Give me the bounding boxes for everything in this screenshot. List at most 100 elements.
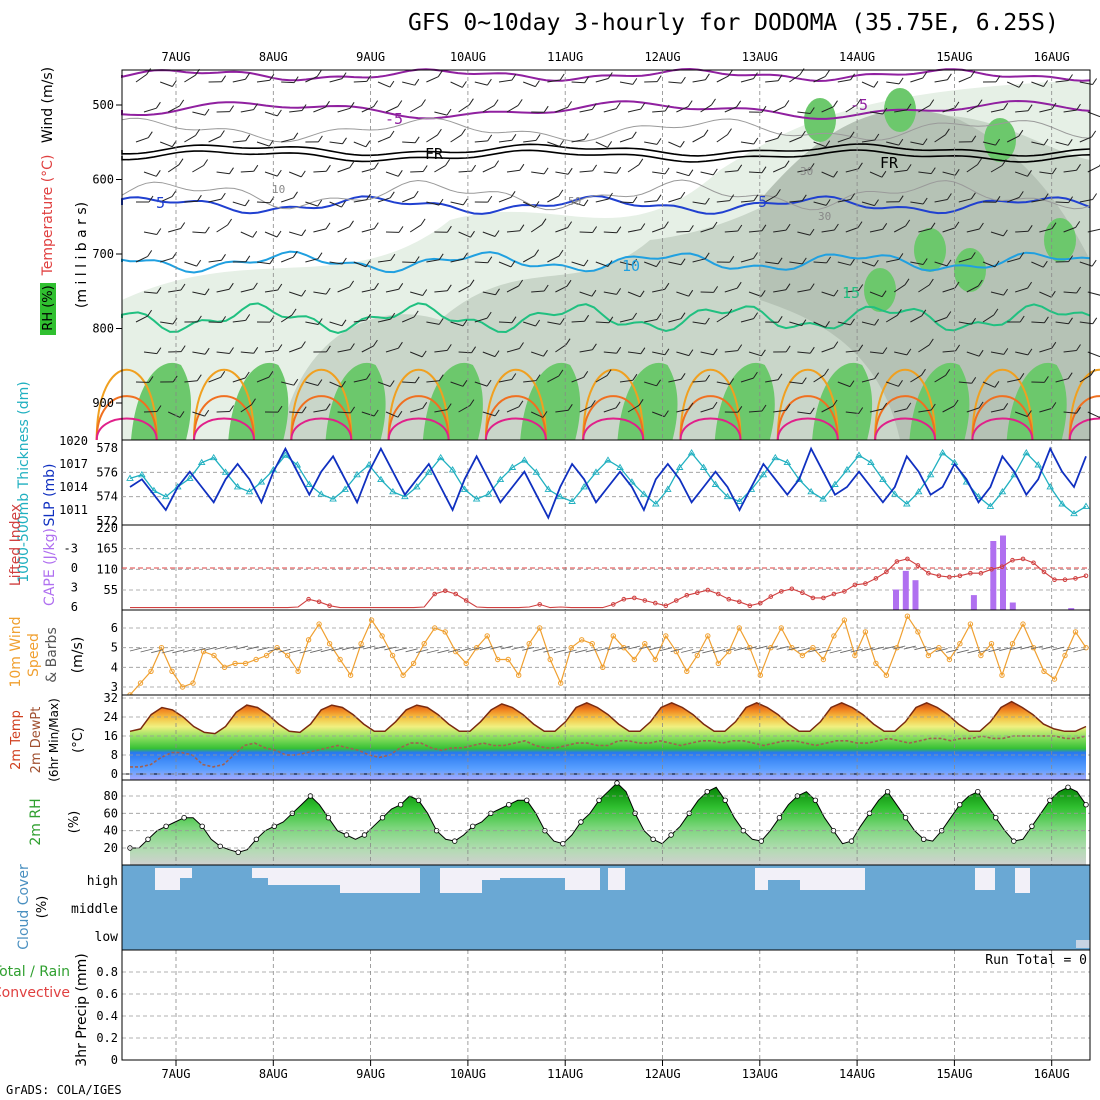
wind-barb-flag — [1091, 130, 1097, 138]
wind-barb-flag — [705, 374, 711, 382]
panel-label: CAPE (J/kg) — [42, 528, 58, 606]
rh-shade-green — [864, 268, 896, 312]
wind-barb-flag — [727, 69, 733, 77]
wind-barb-flag — [567, 101, 573, 108]
wind-barb — [748, 351, 762, 357]
wind-barb-flag — [486, 78, 492, 86]
rh-point — [415, 797, 422, 803]
wind-barb — [313, 291, 327, 295]
panel-label: Convective — [0, 985, 70, 1001]
wind-barb-flag — [1003, 288, 1009, 296]
wind-barb — [240, 351, 254, 354]
wind-barb-flag — [954, 101, 960, 109]
contour-label: 50 — [568, 195, 581, 208]
lifted-index-point — [737, 599, 742, 605]
wind-barb-flag — [737, 164, 743, 172]
wind-barb-flag — [276, 169, 282, 177]
lifted-index-point — [915, 563, 921, 568]
wind-speed-point — [862, 629, 869, 635]
wind-barb-flag — [1067, 139, 1073, 146]
wind-barb-flag — [632, 196, 638, 203]
wind-barb-flag — [688, 169, 694, 176]
wind-barb — [353, 199, 367, 203]
thickness-point — [687, 449, 696, 456]
wind-barb-flag — [824, 368, 829, 376]
wind-barb-flag — [978, 349, 984, 357]
precip-tick-label: 0 — [111, 1053, 118, 1067]
temp-tick-label: 16 — [104, 729, 118, 743]
wind-barb-flag — [631, 131, 637, 139]
wind-barb-flag — [1043, 138, 1049, 146]
wind-barb — [361, 228, 375, 233]
wind-barb-flag — [196, 374, 202, 381]
wind-barb — [652, 351, 666, 356]
wind-barb-flag — [171, 80, 177, 87]
wind-barb-flag — [970, 192, 976, 200]
wind-barb-flag — [856, 98, 862, 106]
wind-tick-label: 5 — [111, 641, 118, 655]
precip-tick-label: 0.6 — [96, 987, 118, 1001]
wind-speed-point — [831, 633, 837, 639]
wind-speed-point — [883, 672, 890, 678]
lifted-index-point — [316, 599, 322, 605]
wind-barb-flag — [656, 379, 662, 387]
wind-barb-flag — [590, 400, 596, 407]
wind-barb — [627, 351, 641, 355]
temperature-contour — [679, 368, 742, 441]
wind-barb — [773, 409, 787, 413]
wind-barb-flag — [954, 221, 960, 229]
wind-barb-flag — [858, 284, 864, 291]
wind-barb-flag — [801, 319, 807, 326]
wind-barb-flag — [704, 252, 710, 260]
wind-barb — [571, 261, 585, 267]
wind-barb — [676, 230, 690, 233]
wind-barb — [458, 351, 472, 354]
thickness-point — [353, 470, 361, 478]
wind-barb-flag — [291, 308, 297, 316]
wind-barb — [167, 164, 180, 173]
wind-barb — [402, 316, 415, 323]
wind-barb — [531, 290, 545, 293]
wind-barb — [184, 134, 196, 143]
wind-speed-point — [253, 656, 259, 663]
wind-barb-flag — [349, 220, 354, 228]
lifted-index-point — [1073, 576, 1078, 581]
thickness-point — [628, 478, 636, 485]
wind-barb-flag — [921, 368, 926, 376]
wind-barb-flag — [640, 347, 646, 354]
wind-barb-flag — [656, 194, 662, 201]
wind-barb-flag — [276, 109, 282, 117]
wind-barb — [547, 141, 560, 147]
wind-speed-point — [925, 652, 932, 659]
lifted-index-point — [800, 590, 805, 596]
wind-barb — [676, 106, 689, 113]
wind-barb-flag — [494, 409, 500, 417]
wind-barb — [934, 134, 946, 143]
cape-panel: -3 0 3 6 220 165 110 55 — [64, 521, 1091, 614]
wind-barb-flag — [397, 410, 403, 418]
wind-barb — [450, 321, 464, 327]
wind-barb — [264, 231, 278, 238]
wind-barb — [942, 405, 955, 413]
wind-barb-flag — [559, 73, 565, 81]
wind-barb-flag — [711, 98, 716, 106]
wind-barb-flag — [777, 257, 783, 265]
rh-shade-green — [954, 248, 986, 292]
wind-barb-flag — [341, 380, 346, 388]
lifted-index-point — [968, 570, 973, 576]
wind-barb — [748, 410, 763, 413]
wind-barb — [724, 287, 738, 293]
wind-barb — [159, 196, 173, 203]
thickness-point — [389, 487, 397, 495]
wind-barb — [167, 105, 180, 113]
wind-barb-flag — [632, 258, 638, 266]
wind-barb-flag — [486, 379, 492, 387]
wind-barb — [450, 381, 464, 387]
wind-barb-flag — [906, 164, 912, 171]
cloud-gap — [482, 868, 500, 880]
wind-barb-flag — [616, 346, 622, 354]
wind-barb-flag — [349, 102, 355, 109]
wind-barb-flag — [971, 317, 977, 325]
wind-barb — [918, 344, 930, 353]
wind-barb-flag — [325, 345, 331, 353]
